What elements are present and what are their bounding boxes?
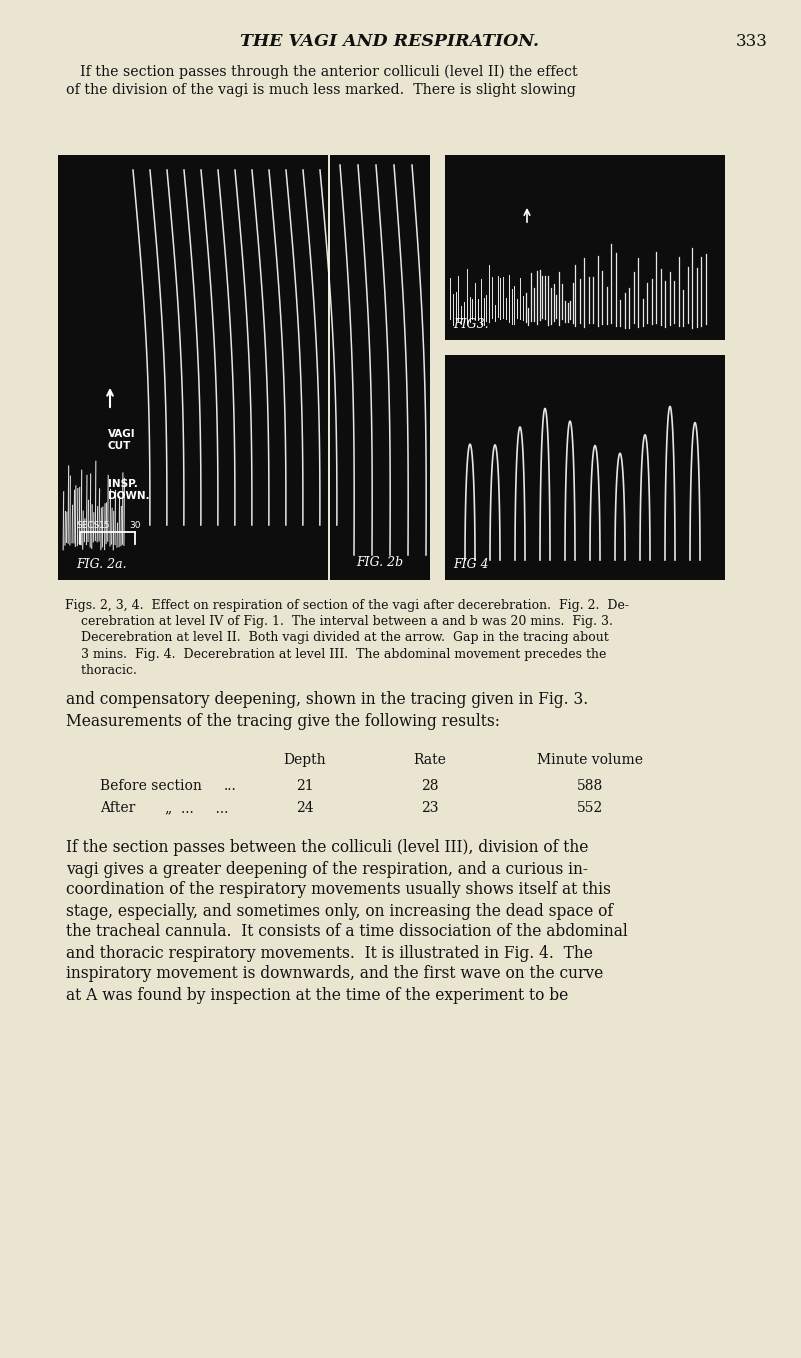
- Text: FIG3.: FIG3.: [453, 319, 489, 331]
- Text: vagi gives a greater deepening of the respiration, and a curious in-: vagi gives a greater deepening of the re…: [66, 861, 588, 877]
- Text: THE VAGI AND RESPIRATION.: THE VAGI AND RESPIRATION.: [240, 34, 540, 50]
- Text: 30: 30: [129, 521, 141, 531]
- Text: 3 mins.  Fig. 4.  Decerebration at level III.  The abdominal movement precedes t: 3 mins. Fig. 4. Decerebration at level I…: [65, 648, 606, 661]
- Bar: [445, 354, 725, 580]
- Text: thoracic.: thoracic.: [65, 664, 137, 678]
- Text: FIG. 2b: FIG. 2b: [356, 555, 404, 569]
- Text: cerebration at level IV of Fig. 1.  The interval between a and b was 20 mins.  F: cerebration at level IV of Fig. 1. The i…: [65, 615, 613, 627]
- Text: 23: 23: [421, 801, 439, 815]
- Text: INSP.
DOWN.: INSP. DOWN.: [108, 479, 150, 501]
- Text: If the section passes between the colliculi (level III), division of the: If the section passes between the collic…: [66, 839, 589, 857]
- Text: stage, especially, and sometimes only, on increasing the dead space of: stage, especially, and sometimes only, o…: [66, 903, 613, 919]
- Text: If the section passes through the anterior colliculi (level II) the effect: If the section passes through the anteri…: [80, 65, 578, 79]
- Text: coordination of the respiratory movements usually shows itself at this: coordination of the respiratory movement…: [66, 881, 611, 899]
- Text: Depth: Depth: [284, 752, 326, 767]
- Text: 333: 333: [736, 34, 768, 50]
- Text: Decerebration at level II.  Both vagi divided at the arrow.  Gap in the tracing : Decerebration at level II. Both vagi div…: [65, 631, 609, 645]
- Text: Measurements of the tracing give the following results:: Measurements of the tracing give the fol…: [66, 713, 500, 729]
- Text: 21: 21: [296, 779, 314, 793]
- Text: SECS.: SECS.: [76, 521, 103, 531]
- Bar: [445, 155, 725, 340]
- Text: FIG 4: FIG 4: [453, 558, 489, 572]
- Text: „  ...     ...: „ ... ...: [165, 801, 228, 815]
- Bar: [58, 155, 328, 580]
- Text: Rate: Rate: [413, 752, 446, 767]
- Text: 24: 24: [296, 801, 314, 815]
- Text: the tracheal cannula.  It consists of a time dissociation of the abdominal: the tracheal cannula. It consists of a t…: [66, 923, 628, 941]
- Text: 552: 552: [577, 801, 603, 815]
- Text: and compensatory deepening, shown in the tracing given in Fig. 3.: and compensatory deepening, shown in the…: [66, 691, 588, 709]
- Text: VAGI
CUT: VAGI CUT: [108, 429, 135, 451]
- Text: inspiratory movement is downwards, and the first wave on the curve: inspiratory movement is downwards, and t…: [66, 966, 603, 982]
- Text: 28: 28: [421, 779, 439, 793]
- Text: FIG. 2a.: FIG. 2a.: [76, 558, 127, 572]
- Text: at A was found by inspection at the time of the experiment to be: at A was found by inspection at the time…: [66, 986, 568, 1004]
- Text: Minute volume: Minute volume: [537, 752, 643, 767]
- Text: 588: 588: [577, 779, 603, 793]
- Text: ...: ...: [223, 779, 236, 793]
- Text: Before section: Before section: [100, 779, 202, 793]
- Text: 15: 15: [99, 521, 111, 531]
- Text: of the division of the vagi is much less marked.  There is slight slowing: of the division of the vagi is much less…: [66, 83, 576, 96]
- Text: Figs. 2, 3, 4.  Effect on respiration of section of the vagi after decerebration: Figs. 2, 3, 4. Effect on respiration of …: [65, 599, 629, 611]
- Bar: [330, 155, 430, 580]
- Text: After: After: [100, 801, 135, 815]
- Text: and thoracic respiratory movements.  It is illustrated in Fig. 4.  The: and thoracic respiratory movements. It i…: [66, 945, 593, 961]
